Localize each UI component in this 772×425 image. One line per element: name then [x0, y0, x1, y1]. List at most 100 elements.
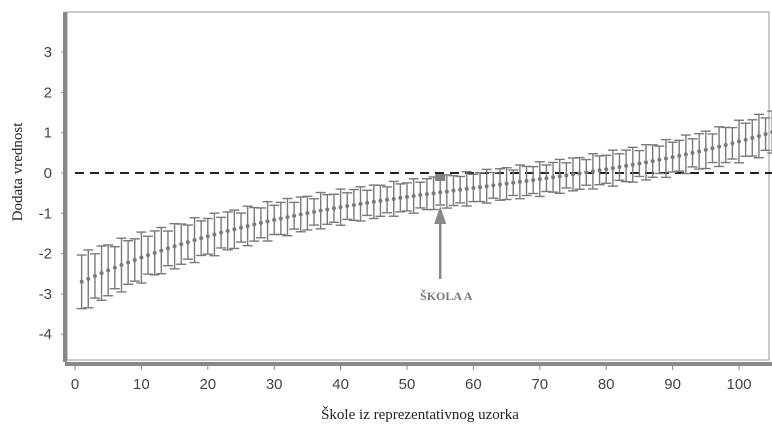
data-point [79, 279, 84, 284]
y-tick-label: -2 [39, 246, 52, 263]
data-point [650, 159, 655, 164]
data-point [431, 191, 436, 196]
data-point [630, 162, 635, 167]
data-point [531, 178, 536, 183]
data-point [298, 212, 303, 217]
data-point [590, 169, 595, 174]
data-point [756, 134, 761, 139]
data-point [551, 175, 556, 180]
data-point [604, 167, 609, 172]
y-tick-label: -4 [39, 326, 52, 343]
x-tick-label: 0 [71, 376, 79, 393]
annotation-group: ŠKOLA A [420, 174, 473, 303]
data-point [497, 182, 502, 187]
data-point [690, 150, 695, 155]
data-point [750, 135, 755, 140]
data-point [737, 139, 741, 144]
data-point [92, 273, 97, 278]
data-point [132, 257, 137, 262]
x-tick-label: 50 [399, 376, 416, 393]
data-point [172, 244, 177, 249]
data-point [385, 197, 390, 202]
data-point [723, 142, 728, 147]
data-point [139, 255, 144, 260]
data-point [478, 185, 483, 190]
data-point [239, 225, 243, 230]
data-point [717, 144, 722, 149]
data-point [358, 201, 363, 206]
data-point [637, 161, 642, 166]
data-point [185, 240, 190, 245]
data-points [79, 130, 772, 284]
data-point [683, 152, 688, 157]
data-point [119, 263, 124, 268]
data-point [179, 242, 184, 247]
x-tick-label: 100 [726, 376, 751, 393]
data-point [458, 187, 463, 192]
data-point [325, 207, 330, 212]
data-point [192, 238, 197, 243]
data-point [146, 253, 151, 258]
data-point [338, 205, 343, 210]
data-point [697, 149, 702, 154]
data-point [285, 215, 290, 220]
data-point [391, 196, 396, 201]
x-axis-ticks: 0102030405060708090100110120130 [71, 366, 752, 393]
data-point [597, 168, 602, 173]
data-point [743, 137, 748, 142]
data-point [212, 232, 217, 237]
data-point [451, 188, 456, 193]
data-point [165, 246, 170, 251]
data-point [265, 219, 270, 224]
annotation-arrow-head [434, 206, 447, 224]
data-point [258, 220, 263, 225]
data-point [411, 193, 416, 198]
x-tick-label: 70 [531, 376, 548, 393]
data-point [524, 178, 529, 183]
data-point [517, 179, 522, 184]
y-tick-label: -3 [39, 286, 52, 303]
data-point [670, 155, 675, 160]
data-point [438, 190, 443, 195]
y-tick-label: 0 [44, 165, 52, 182]
data-point [351, 202, 356, 207]
data-point [677, 153, 682, 158]
data-point [418, 193, 423, 198]
highlight-marker [435, 174, 446, 182]
data-point [305, 211, 310, 216]
x-tick-label: 10 [133, 376, 150, 393]
plot-panel [66, 11, 770, 361]
data-point [464, 186, 469, 191]
data-point [398, 195, 403, 200]
data-point [405, 194, 409, 199]
data-point [617, 165, 622, 170]
data-point [331, 206, 336, 211]
data-point [730, 141, 735, 146]
data-point [577, 171, 582, 176]
y-axis-ticks: 3 2 1 0 -1 -2 -3 -4 [39, 44, 65, 343]
x-tick-label: 20 [199, 376, 216, 393]
data-point [292, 213, 297, 218]
data-point [205, 234, 210, 239]
data-point [703, 147, 708, 152]
x-axis-title: Škole iz reprezentativnog uzorka [321, 406, 519, 423]
x-tick-label: 90 [664, 376, 681, 393]
y-tick-label: -1 [39, 205, 52, 222]
data-point [225, 228, 230, 233]
data-point [318, 208, 323, 213]
data-point [371, 199, 376, 204]
data-point [544, 176, 549, 181]
data-point [219, 230, 224, 235]
data-point [491, 183, 496, 188]
data-point [278, 216, 283, 221]
data-point [571, 172, 575, 177]
data-point [232, 227, 237, 232]
data-point [126, 260, 131, 265]
data-point [112, 265, 117, 270]
data-point [365, 200, 370, 205]
data-point [610, 166, 615, 171]
y-tick-label: 1 [44, 125, 52, 142]
data-point [312, 209, 317, 214]
data-point [537, 177, 542, 182]
